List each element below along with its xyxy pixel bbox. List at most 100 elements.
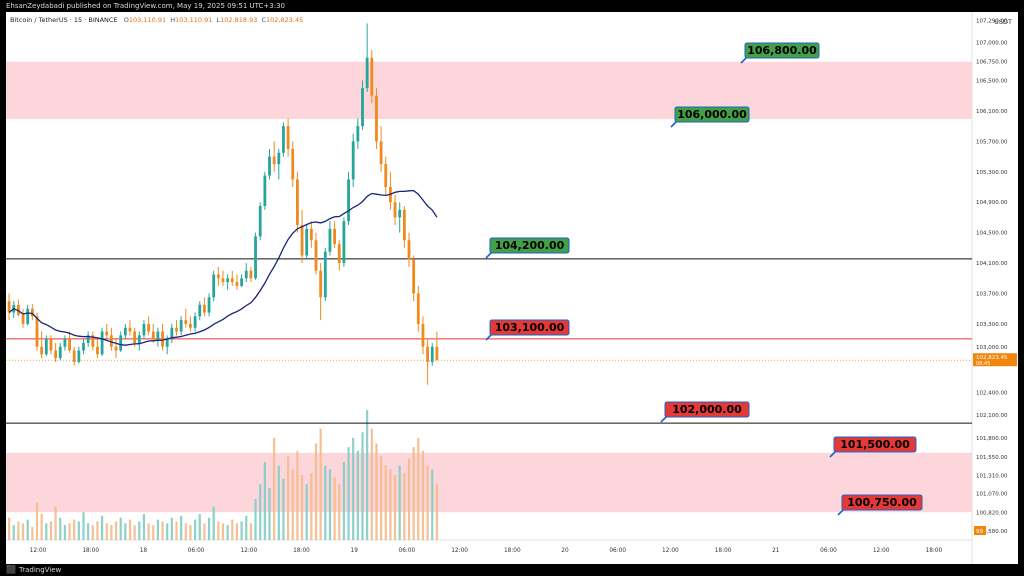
time-tick-label: 12:00 bbox=[662, 548, 679, 554]
volume-bar bbox=[124, 523, 127, 540]
candle-body bbox=[263, 175, 267, 207]
candle-body bbox=[77, 350, 81, 362]
price-tick-label: 101,800.00 bbox=[976, 436, 1008, 442]
candle-body bbox=[189, 323, 192, 328]
candle-body bbox=[184, 320, 188, 324]
candle-body bbox=[282, 126, 285, 153]
volume-bar bbox=[133, 525, 136, 540]
price-target-label[interactable] bbox=[744, 42, 820, 59]
candle-body bbox=[272, 156, 276, 165]
high-value: 103,110.91 bbox=[175, 16, 213, 24]
volume-bar bbox=[361, 432, 364, 540]
candle-body bbox=[296, 179, 299, 226]
price-target-text: 103,100.00 bbox=[495, 321, 565, 334]
candle-body bbox=[426, 346, 429, 362]
volume-bar bbox=[417, 437, 420, 540]
volume-bar bbox=[431, 469, 434, 540]
time-tick-label: 12:00 bbox=[873, 548, 890, 554]
volume-bar bbox=[152, 525, 155, 540]
time-tick-label: 06:00 bbox=[609, 548, 626, 554]
volume-bar bbox=[282, 478, 285, 540]
candle-body bbox=[35, 316, 39, 347]
candle-body bbox=[365, 57, 369, 89]
volume-bar bbox=[277, 465, 280, 540]
chart-area[interactable]: 106,800.00 106,000.00 104,200.00 103,100.00… bbox=[6, 12, 1018, 564]
volume-bar bbox=[421, 450, 425, 540]
price-tick-label: 104,100.00 bbox=[976, 261, 1008, 267]
price-target-label[interactable] bbox=[664, 401, 750, 418]
candle-body bbox=[379, 141, 383, 165]
volume-bar bbox=[221, 523, 225, 540]
candle-body bbox=[370, 57, 374, 96]
candlestick-chart[interactable]: 106,800.00 106,000.00 104,200.00 103,100.00… bbox=[6, 12, 1018, 564]
volume-bar bbox=[68, 523, 71, 540]
volume-bar bbox=[73, 519, 76, 540]
volume-bar bbox=[170, 517, 173, 540]
time-tick-label: 18:00 bbox=[504, 548, 521, 554]
volume-bar bbox=[207, 517, 211, 540]
time-tick-label: 18 bbox=[140, 548, 148, 554]
candle-body bbox=[361, 88, 364, 127]
currency-label: USDT bbox=[994, 18, 1012, 26]
candle-body bbox=[221, 278, 225, 283]
candle-body bbox=[63, 339, 67, 347]
volume-bar bbox=[296, 450, 299, 540]
candle-body bbox=[212, 274, 216, 298]
upper-supply-zone bbox=[6, 61, 972, 120]
volume-bar bbox=[40, 514, 43, 540]
candle-body bbox=[393, 202, 397, 218]
volume-bar bbox=[142, 514, 146, 540]
candle-body bbox=[123, 327, 127, 336]
volume-bar bbox=[259, 484, 262, 540]
current-price-value: 102,823.45 bbox=[976, 355, 1008, 361]
candle-body bbox=[179, 320, 183, 332]
volume-bar bbox=[59, 517, 62, 540]
volume-bar bbox=[347, 447, 350, 540]
time-tick-label: 18:00 bbox=[926, 548, 943, 554]
candle-body bbox=[96, 346, 99, 355]
price-target-label[interactable] bbox=[841, 494, 923, 511]
volume-bar bbox=[333, 476, 336, 540]
candle-body bbox=[170, 327, 174, 340]
volume-badge bbox=[974, 526, 986, 535]
candle-body bbox=[207, 297, 211, 313]
candle-body bbox=[58, 346, 62, 359]
candle-body bbox=[142, 323, 146, 336]
time-tick-label: 20 bbox=[561, 548, 569, 554]
candle-body bbox=[309, 228, 313, 241]
candle-body bbox=[198, 304, 202, 317]
volume-bar bbox=[300, 475, 304, 540]
volume-bar bbox=[319, 428, 322, 540]
volume-bar bbox=[91, 525, 94, 540]
price-tick-label: 103,000.00 bbox=[976, 345, 1008, 351]
volume-bar bbox=[384, 465, 387, 540]
tradingview-logo[interactable]: ⬛ TradingView bbox=[6, 564, 61, 576]
price-target-label[interactable] bbox=[833, 436, 917, 453]
volume-bar bbox=[235, 523, 239, 540]
price-target-text: 106,800.00 bbox=[747, 44, 817, 57]
open-value: 103,110.91 bbox=[128, 16, 167, 24]
price-target-label[interactable] bbox=[489, 237, 570, 254]
volume-bar bbox=[249, 523, 252, 540]
volume-bar bbox=[324, 465, 327, 540]
volume-bar bbox=[263, 462, 266, 540]
price-target-label[interactable] bbox=[489, 319, 570, 336]
volume-bar bbox=[370, 428, 373, 540]
price-target-text: 101,500.00 bbox=[840, 438, 910, 451]
candle-body bbox=[119, 335, 123, 351]
candle-body bbox=[147, 323, 150, 332]
price-tick-label: 105,300.00 bbox=[976, 170, 1008, 176]
candle-body bbox=[240, 278, 243, 286]
symbol-legend: Bitcoin / TetherUS · 15 · BINANCE O103,1… bbox=[10, 16, 303, 24]
candle-body bbox=[435, 346, 439, 361]
high-label: H bbox=[170, 16, 176, 24]
candle-body bbox=[40, 346, 44, 355]
candle-body bbox=[244, 270, 248, 279]
volume-bar bbox=[305, 484, 308, 540]
price-tick-label: 106,100.00 bbox=[976, 109, 1008, 115]
volume-bar bbox=[96, 521, 99, 540]
price-target-label[interactable] bbox=[674, 106, 750, 123]
candle-body bbox=[128, 327, 132, 332]
candle-body bbox=[319, 270, 323, 298]
candle-body bbox=[235, 282, 239, 286]
